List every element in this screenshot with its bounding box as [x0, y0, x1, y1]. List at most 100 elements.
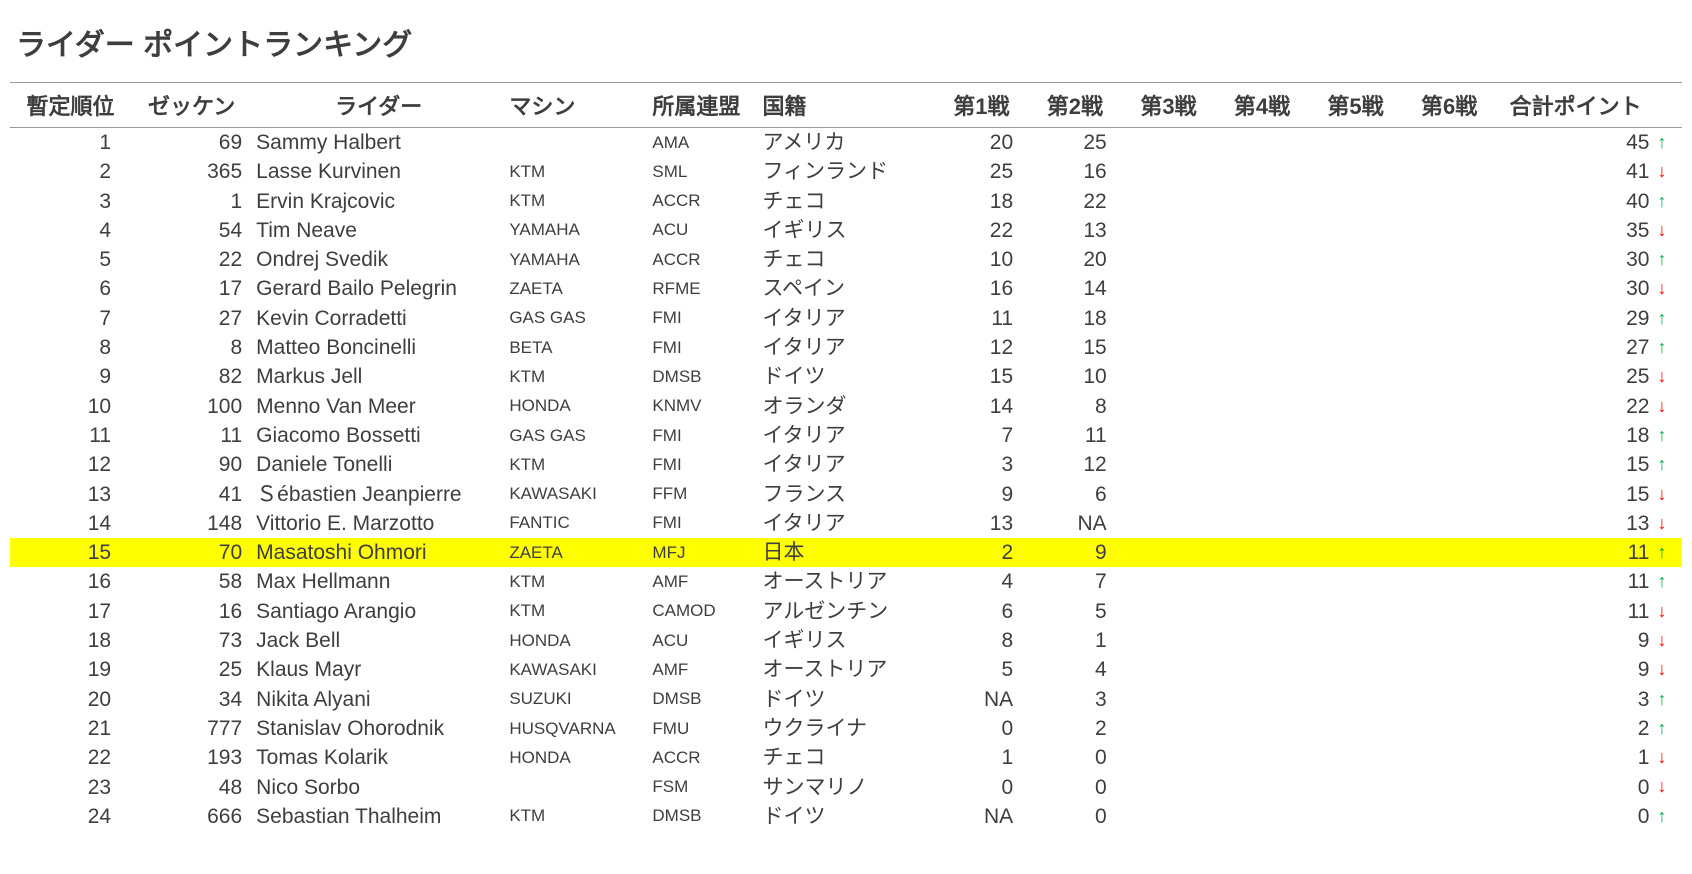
- cell-r6: [1402, 538, 1496, 567]
- cell-r4: [1215, 509, 1309, 538]
- col-header-nat: 国籍: [758, 83, 934, 128]
- cell-r2: 12: [1028, 450, 1122, 479]
- col-header-num: ゼッケン: [131, 83, 252, 128]
- cell-rider: Markus Jell: [252, 362, 505, 391]
- cell-r2: 22: [1028, 187, 1122, 216]
- cell-num: 22: [131, 245, 252, 274]
- cell-num: 54: [131, 216, 252, 245]
- cell-r3: [1122, 392, 1216, 421]
- cell-r3: [1122, 685, 1216, 714]
- cell-fed: ACU: [648, 626, 758, 655]
- cell-r5: [1309, 421, 1403, 450]
- cell-r3: [1122, 802, 1216, 831]
- col-header-total: 合計ポイント: [1496, 83, 1656, 128]
- cell-fed: AMF: [648, 567, 758, 596]
- cell-rider: Tomas Kolarik: [252, 743, 505, 772]
- table-header-row: 暫定順位 ゼッケン ライダー マシン 所属連盟 国籍 第1戦 第2戦 第3戦 第…: [10, 83, 1682, 128]
- cell-r3: [1122, 421, 1216, 450]
- cell-total: 22: [1496, 392, 1656, 421]
- cell-r2: 6: [1028, 480, 1122, 509]
- cell-pos: 11: [10, 421, 131, 450]
- cell-nat: オーストリア: [758, 655, 934, 684]
- cell-r1: 0: [935, 773, 1029, 802]
- cell-pos: 16: [10, 567, 131, 596]
- cell-rider: Sammy Halbert: [252, 128, 505, 158]
- page-title: ライダー ポイントランキング: [10, 20, 1682, 64]
- cell-rider: Nico Sorbo: [252, 773, 505, 802]
- cell-r3: [1122, 597, 1216, 626]
- cell-machine: [505, 128, 648, 158]
- trend-up-icon: ↑: [1655, 450, 1682, 479]
- cell-r4: [1215, 333, 1309, 362]
- cell-num: 16: [131, 597, 252, 626]
- trend-up-icon: ↑: [1655, 128, 1682, 158]
- col-header-trend: [1655, 83, 1682, 128]
- table-row: 2348Nico SorboFSMサンマリノ000↓: [10, 773, 1682, 802]
- cell-nat: ドイツ: [758, 802, 934, 831]
- cell-machine: [505, 773, 648, 802]
- trend-up-icon: ↑: [1655, 538, 1682, 567]
- cell-r2: 8: [1028, 392, 1122, 421]
- cell-r6: [1402, 626, 1496, 655]
- cell-nat: チェコ: [758, 245, 934, 274]
- cell-rider: Daniele Tonelli: [252, 450, 505, 479]
- cell-total: 0: [1496, 802, 1656, 831]
- trend-up-icon: ↑: [1655, 304, 1682, 333]
- cell-r6: [1402, 187, 1496, 216]
- cell-num: 365: [131, 157, 252, 186]
- cell-rider: Jack Bell: [252, 626, 505, 655]
- cell-r1: 18: [935, 187, 1029, 216]
- cell-machine: KAWASAKI: [505, 655, 648, 684]
- cell-total: 29: [1496, 304, 1656, 333]
- cell-pos: 5: [10, 245, 131, 274]
- cell-nat: ドイツ: [758, 685, 934, 714]
- cell-nat: オランダ: [758, 392, 934, 421]
- cell-r3: [1122, 157, 1216, 186]
- trend-down-icon: ↓: [1655, 480, 1682, 509]
- table-row: 24666Sebastian ThalheimKTMDMSBドイツNA00↑: [10, 802, 1682, 831]
- cell-r2: 2: [1028, 714, 1122, 743]
- ranking-table: 暫定順位 ゼッケン ライダー マシン 所属連盟 国籍 第1戦 第2戦 第3戦 第…: [10, 82, 1682, 831]
- cell-r5: [1309, 509, 1403, 538]
- cell-total: 41: [1496, 157, 1656, 186]
- cell-total: 11: [1496, 597, 1656, 626]
- cell-r3: [1122, 743, 1216, 772]
- table-row: 14148Vittorio E. MarzottoFANTICFMIイタリア13…: [10, 509, 1682, 538]
- cell-rider: Kevin Corradetti: [252, 304, 505, 333]
- cell-machine: KTM: [505, 802, 648, 831]
- cell-r1: 6: [935, 597, 1029, 626]
- cell-r2: 25: [1028, 128, 1122, 158]
- cell-r1: 22: [935, 216, 1029, 245]
- cell-total: 30: [1496, 274, 1656, 303]
- cell-r2: 0: [1028, 773, 1122, 802]
- cell-r4: [1215, 480, 1309, 509]
- table-row: 1873Jack BellHONDAACUイギリス819↓: [10, 626, 1682, 655]
- cell-r1: NA: [935, 685, 1029, 714]
- col-header-r3: 第3戦: [1122, 83, 1216, 128]
- cell-r3: [1122, 714, 1216, 743]
- cell-nat: イタリア: [758, 304, 934, 333]
- cell-machine: KTM: [505, 187, 648, 216]
- cell-r5: [1309, 480, 1403, 509]
- cell-fed: FMI: [648, 333, 758, 362]
- cell-machine: FANTIC: [505, 509, 648, 538]
- cell-r1: 7: [935, 421, 1029, 450]
- cell-total: 35: [1496, 216, 1656, 245]
- cell-fed: DMSB: [648, 802, 758, 831]
- table-row: 1341Ｓébastien JeanpierreKAWASAKIFFMフランス9…: [10, 480, 1682, 509]
- cell-nat: アメリカ: [758, 128, 934, 158]
- col-header-r5: 第5戦: [1309, 83, 1403, 128]
- table-row: 21777Stanislav OhorodnikHUSQVARNAFMUウクライ…: [10, 714, 1682, 743]
- cell-nat: ウクライナ: [758, 714, 934, 743]
- table-row: 982Markus JellKTMDMSBドイツ151025↓: [10, 362, 1682, 391]
- cell-r1: 9: [935, 480, 1029, 509]
- cell-nat: フィンランド: [758, 157, 934, 186]
- cell-total: 11: [1496, 567, 1656, 596]
- cell-r2: 15: [1028, 333, 1122, 362]
- cell-r5: [1309, 304, 1403, 333]
- cell-r2: 0: [1028, 802, 1122, 831]
- cell-pos: 15: [10, 538, 131, 567]
- cell-r2: 3: [1028, 685, 1122, 714]
- trend-down-icon: ↓: [1655, 216, 1682, 245]
- cell-r4: [1215, 245, 1309, 274]
